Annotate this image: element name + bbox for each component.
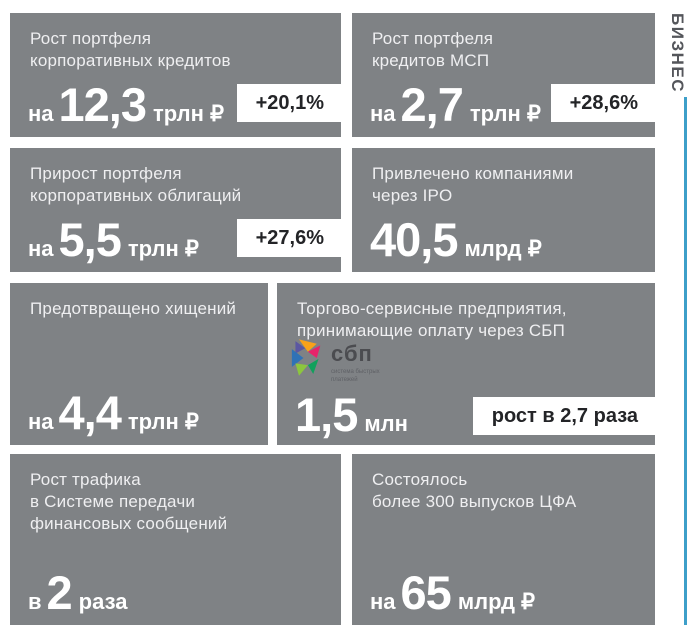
metric-unit: млрд ₽ xyxy=(464,236,542,261)
card-dfa-issues: Состоялось более 300 выпусков ЦФА на 65 мл… xyxy=(352,454,655,625)
card-title-line: принимающие оплату через СБП xyxy=(297,321,566,340)
card-title-line: кредитов МСП xyxy=(372,51,490,70)
sbp-tagline-line: платежей xyxy=(331,377,358,384)
card-title-line: в Системе передачи xyxy=(30,492,196,511)
card-title-line: Рост портфеля xyxy=(372,29,494,48)
card-thefts-prevented: Предотвращено хищений на 4,4 трлн ₽ xyxy=(10,283,268,445)
metric-prefix: на xyxy=(28,236,54,261)
metric-number: 2 xyxy=(46,566,73,619)
card-title-line: более 300 выпусков ЦФА xyxy=(372,492,577,511)
metric-unit: трлн ₽ xyxy=(127,409,199,434)
growth-badge: +28,6% xyxy=(550,84,655,122)
card-spfs-traffic: Рост трафика в Системе передачи финансов… xyxy=(10,454,341,625)
metric-value: на 65 млрд ₽ xyxy=(370,569,536,616)
metric-value: 40,5 млрд ₽ xyxy=(370,216,542,263)
metric-prefix: на xyxy=(370,589,396,614)
metric-unit: раза xyxy=(78,589,128,614)
metric-unit: млн xyxy=(364,411,408,436)
card-title: Состоялось более 300 выпусков ЦФА xyxy=(372,469,576,513)
metric-number: 65 xyxy=(400,566,452,619)
metric-prefix: на xyxy=(28,409,54,434)
sbp-logo: сбп система быстрых платежей xyxy=(291,339,380,384)
growth-badge: +20,1% xyxy=(236,84,341,122)
growth-badge: рост в 2,7 раза xyxy=(472,397,655,435)
card-title-line: Привлечено компаниями xyxy=(372,164,574,183)
card-title: Рост портфеля корпоративных кредитов xyxy=(30,28,231,72)
metric-value: на 4,4 трлн ₽ xyxy=(28,389,199,436)
card-title-line: финансовых сообщений xyxy=(30,514,228,533)
accent-line xyxy=(684,97,687,625)
metric-value: на 2,7 трлн ₽ xyxy=(370,81,541,128)
metric-number: 5,5 xyxy=(58,213,122,266)
section-label-business: БИЗНЕС xyxy=(668,13,687,93)
sbp-logo-text: сбп система быстрых платежей xyxy=(331,339,380,384)
metric-number: 12,3 xyxy=(58,78,147,131)
metric-prefix: в xyxy=(28,589,42,614)
sbp-logo-icon xyxy=(291,339,323,377)
metric-unit: млрд ₽ xyxy=(457,589,536,614)
metric-value: в 2 раза xyxy=(28,569,128,616)
growth-badge: +27,6% xyxy=(236,219,341,257)
metric-prefix: на xyxy=(28,101,54,126)
metric-value: 1,5 млн xyxy=(295,391,408,438)
card-title: Предотвращено хищений xyxy=(30,298,236,320)
card-title-line: Состоялось xyxy=(372,470,468,489)
card-corporate-bonds: Прирост портфеля корпоративных облигаций… xyxy=(10,148,341,272)
metric-prefix: на xyxy=(370,101,396,126)
card-ipo-raised: Привлечено компаниями через IPO 40,5 млрд… xyxy=(352,148,655,272)
metric-number: 2,7 xyxy=(400,78,464,131)
card-title-line: Прирост портфеля xyxy=(30,164,182,183)
card-title-line: Предотвращено хищений xyxy=(30,299,237,318)
metric-unit: трлн ₽ xyxy=(127,236,199,261)
metric-number: 4,4 xyxy=(58,386,122,439)
card-title-line: Рост трафика xyxy=(30,470,141,489)
metric-number: 1,5 xyxy=(295,388,358,441)
card-title: Рост портфеля кредитов МСП xyxy=(372,28,493,72)
card-title: Привлечено компаниями через IPO xyxy=(372,163,573,207)
metric-unit: трлн ₽ xyxy=(153,101,225,126)
sbp-logo-tagline: система быстрых платежей xyxy=(331,368,380,384)
card-sbp-merchants: Торгово-сервисные предприятия, принимающ… xyxy=(277,283,655,445)
sbp-tagline-line: система быстрых xyxy=(331,369,380,375)
card-corporate-loans: Рост портфеля корпоративных кредитов на 1… xyxy=(10,13,341,137)
card-title-line: Торгово-сервисные предприятия, xyxy=(297,299,567,318)
sbp-logo-title: сбп xyxy=(331,341,373,366)
card-title-line: Рост портфеля xyxy=(30,29,152,48)
card-title: Прирост портфеля корпоративных облигаций xyxy=(30,163,241,207)
metric-value: на 5,5 трлн ₽ xyxy=(28,216,199,263)
card-title: Торгово-сервисные предприятия, принимающ… xyxy=(297,298,567,342)
card-sme-loans: Рост портфеля кредитов МСП на 2,7 трлн ₽ +… xyxy=(352,13,655,137)
metric-unit: трлн ₽ xyxy=(469,101,541,126)
metric-value: на 12,3 трлн ₽ xyxy=(28,81,225,128)
card-title: Рост трафика в Системе передачи финансов… xyxy=(30,469,227,535)
card-title-line: корпоративных кредитов xyxy=(30,51,231,70)
card-title-line: корпоративных облигаций xyxy=(30,186,242,205)
card-title-line: через IPO xyxy=(372,186,453,205)
metric-number: 40,5 xyxy=(370,213,458,266)
